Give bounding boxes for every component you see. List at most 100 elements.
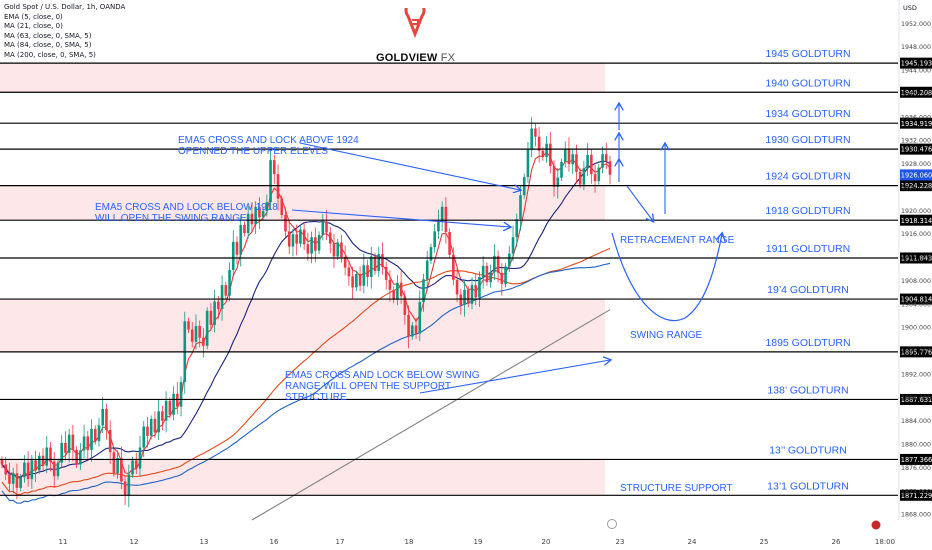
level-label: 1930 GOLDTURN (765, 134, 850, 146)
price-tick: 1904.000 (901, 301, 931, 308)
ma200-line (251, 309, 611, 521)
candle-body (392, 289, 395, 300)
candle-body (504, 266, 507, 284)
level-label: 1934 GOLDTURN (765, 108, 850, 120)
candle-body (493, 255, 496, 273)
level-price-text: 1924.228 (901, 182, 932, 190)
candle-body (407, 314, 410, 337)
candle-body (93, 428, 97, 442)
time-tick: 11 (59, 538, 68, 546)
candle-body (60, 442, 63, 463)
candle-body (578, 171, 582, 185)
candle-body (153, 418, 157, 433)
level-label: 13’1 GOLDTURN (767, 480, 849, 492)
price-tick: 1876.000 (901, 465, 931, 472)
ma63-line (1, 247, 611, 495)
candles-layer (0, 116, 612, 508)
candle-body (567, 148, 571, 165)
goldview-logo-icon (404, 8, 426, 39)
candle-body (343, 257, 347, 268)
candle-body (8, 474, 11, 484)
legend-title: Gold Spot / U.S. Dollar, 1h, OANDA (4, 3, 126, 11)
candle-body (373, 256, 377, 272)
level-label: 138’ GOLDTURN (767, 384, 848, 396)
candle-body (608, 161, 612, 175)
candle-body (123, 481, 127, 496)
time-tick: 26 (832, 538, 841, 546)
candle-body (168, 400, 172, 415)
level-price-text: 1887.631 (901, 396, 932, 404)
candle-body (108, 430, 112, 453)
current-price-text: 1926.060 (901, 172, 932, 180)
candle-body (340, 242, 343, 258)
candle-body (526, 149, 530, 178)
price-axis[interactable]: 1945.193 1940.208 1934.919 1930.476 1924.228… (900, 21, 932, 519)
candle-body (205, 310, 209, 346)
price-tick: 1896.000 (901, 348, 931, 355)
candle-body (41, 455, 45, 466)
candle-body (597, 167, 601, 182)
candle-body (466, 289, 470, 304)
time-tick: 18:00 (875, 538, 895, 546)
candle-body (478, 276, 481, 298)
candle-body (198, 326, 201, 338)
candle-body (601, 154, 604, 168)
annotations-layer: EMA5 CROSS AND LOCK ABOVE 1924 OPENNED TH… (95, 135, 735, 494)
candle-body (134, 460, 138, 469)
time-tick: 24 (688, 538, 697, 546)
price-tick: 1924.000 (901, 184, 931, 191)
price-tick: 1952.000 (901, 21, 931, 28)
time-tick: 19 (474, 538, 483, 546)
time-tick: 12 (130, 538, 139, 546)
time-tick: 16 (270, 538, 279, 546)
candle-body (306, 244, 310, 254)
candle-body (433, 231, 436, 248)
time-tick: 20 (542, 538, 551, 546)
candle-body (246, 213, 250, 234)
level-price-box (900, 143, 932, 155)
country-flag-icon (871, 520, 881, 530)
candle-body (30, 460, 34, 480)
price-tick: 1872.000 (901, 488, 931, 495)
candle-body (604, 154, 608, 162)
candle-body (314, 237, 317, 251)
candle-body (127, 474, 131, 496)
level-label: 1924 GOLDTURN (765, 171, 850, 183)
supply-demand-zone (0, 459, 605, 496)
level-price-text: 1918.314 (901, 217, 932, 225)
moving-averages-layer (1, 151, 611, 521)
candle-body (325, 221, 328, 233)
candle-body (15, 473, 19, 488)
candle-body (138, 447, 142, 469)
price-tick: 1912.000 (901, 255, 931, 262)
candle-body (112, 452, 116, 474)
candle-body (172, 393, 175, 415)
candle-body (79, 450, 82, 465)
candle-body (202, 337, 205, 346)
candle-body (582, 168, 586, 185)
time-axis[interactable]: 11 12 13 16 17 18 19 20 23 24 25 26 18:00 (59, 519, 896, 547)
candle-body (448, 231, 451, 255)
candle-body (481, 265, 485, 277)
candle-body (82, 436, 86, 451)
annotation-upper: EMA5 CROSS AND LOCK ABOVE 1924 OPENNED TH… (178, 135, 359, 157)
candle-body (403, 296, 407, 315)
price-tick: 1936.000 (901, 114, 931, 121)
annotation-support: EMA5 CROSS AND LOCK BELOW SWING RANGE WIL… (285, 370, 480, 403)
candle-body (272, 160, 276, 175)
candle-body (388, 279, 392, 290)
time-tick: 18 (405, 538, 414, 546)
level-price-text: 1911.843 (901, 255, 932, 263)
candle-body (243, 224, 246, 234)
current-price-box (900, 169, 932, 181)
candle-body (519, 195, 522, 220)
supply-demand-zone (0, 299, 605, 352)
candle-body (381, 254, 384, 268)
candle-body (511, 237, 515, 254)
candle-body (347, 267, 351, 277)
candle-body (321, 221, 325, 235)
price-axis-title: USD (903, 4, 917, 12)
candle-body (105, 408, 108, 431)
candle-body (254, 206, 257, 225)
